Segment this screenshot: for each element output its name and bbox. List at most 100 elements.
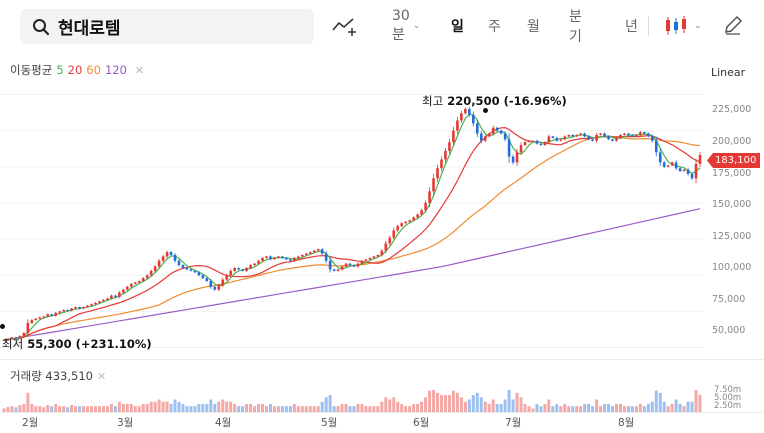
volume-bar — [455, 392, 459, 412]
candle — [531, 140, 535, 142]
candle — [543, 142, 547, 146]
volume-bar — [288, 406, 292, 412]
volume-bar — [535, 403, 539, 412]
candle — [273, 257, 276, 260]
volume-bar — [105, 406, 109, 412]
volume-bar — [614, 403, 618, 412]
candle-type-button[interactable]: ⌄ — [663, 14, 703, 38]
volume-bar — [74, 406, 78, 412]
close-icon[interactable]: ✕ — [134, 63, 145, 77]
volume-chart[interactable] — [0, 385, 764, 413]
volume-bar — [125, 403, 129, 412]
x-tick-label: 5월 — [321, 417, 338, 429]
candle — [145, 275, 149, 279]
candle — [507, 139, 511, 157]
search-input[interactable]: 현대로템 — [20, 9, 314, 44]
volume-bar — [630, 406, 634, 412]
ma120-label: 120 — [104, 63, 127, 77]
candle — [26, 322, 30, 334]
scale-toggle[interactable]: Linear — [711, 66, 746, 79]
candle — [579, 133, 582, 135]
candle — [491, 127, 495, 134]
volume-bar — [161, 401, 165, 412]
volume-bar — [511, 399, 515, 412]
volume-bar — [551, 406, 555, 412]
candle — [324, 253, 328, 261]
volume-bar — [563, 403, 567, 412]
volume-bar — [193, 406, 197, 412]
volume-bar — [229, 401, 233, 412]
volume-bar — [101, 406, 105, 412]
candle — [265, 256, 268, 258]
volume-legend-title: 거래량 — [10, 369, 42, 383]
candle — [14, 337, 18, 339]
volume-bar — [221, 399, 225, 412]
volume-bar — [475, 392, 479, 412]
candle — [356, 263, 360, 267]
volume-bar — [674, 399, 678, 412]
candle — [646, 133, 650, 137]
x-tick-label: 2월 — [22, 417, 39, 429]
volume-bar — [650, 401, 654, 412]
candle — [650, 136, 654, 141]
candle — [670, 162, 674, 166]
tab-week[interactable]: 주 — [488, 19, 501, 35]
tab-30min-label: 30분 — [392, 8, 410, 43]
draw-button[interactable] — [722, 14, 744, 38]
tab-year[interactable]: 년 — [625, 19, 638, 35]
volume-bar — [316, 406, 320, 412]
volume-bar — [634, 406, 638, 412]
candle — [479, 133, 483, 141]
price-chart[interactable] — [0, 80, 764, 362]
candle — [483, 136, 487, 141]
volume-bar — [177, 401, 181, 412]
volume-bar — [575, 406, 579, 412]
high-marker — [483, 108, 488, 113]
candle — [420, 210, 423, 215]
candle — [623, 133, 626, 135]
volume-bar — [376, 406, 380, 412]
candle — [475, 123, 479, 134]
candle — [643, 132, 646, 134]
candle — [698, 155, 702, 164]
volume-bar — [420, 401, 424, 412]
candle — [527, 140, 531, 143]
candle — [213, 286, 217, 290]
volume-bar — [364, 406, 368, 412]
candle — [297, 256, 300, 258]
candle — [424, 202, 427, 211]
candle — [571, 134, 575, 137]
search-icon — [33, 18, 50, 35]
tab-day[interactable]: 일 — [451, 19, 464, 35]
volume-bar — [209, 399, 213, 412]
volume-bar — [428, 390, 432, 412]
candle — [102, 299, 105, 302]
line-chart-add-button[interactable] — [331, 14, 359, 38]
tab-quarter[interactable]: 분기 — [569, 9, 582, 45]
volume-bar — [396, 401, 400, 412]
volume-bar — [169, 403, 173, 412]
candle — [587, 136, 590, 140]
candle — [599, 133, 602, 135]
candle — [110, 295, 113, 299]
candle — [503, 133, 507, 140]
volume-bar — [304, 406, 308, 412]
volume-bar — [384, 397, 388, 412]
volume-bar — [483, 401, 487, 412]
candle — [615, 137, 618, 141]
candle — [106, 298, 109, 300]
tab-30min[interactable]: 30분 ⌄ — [392, 8, 420, 44]
candle — [201, 275, 205, 279]
candle — [257, 260, 260, 264]
tab-month[interactable]: 월 — [527, 19, 540, 35]
close-icon[interactable]: ✕ — [96, 369, 107, 383]
candle — [245, 268, 248, 271]
volume-bar — [499, 403, 503, 412]
volume-bar — [503, 399, 507, 412]
volume-bar — [690, 401, 694, 412]
volume-bar — [78, 406, 82, 412]
candle — [464, 108, 467, 114]
volume-bar — [276, 406, 280, 412]
candle — [487, 133, 491, 137]
volume-bar — [249, 403, 253, 412]
